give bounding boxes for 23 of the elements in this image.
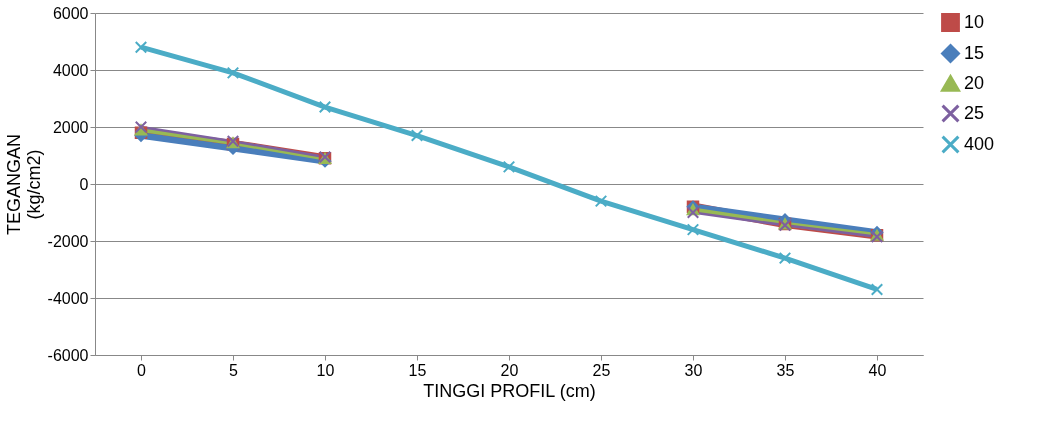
y-tick-label: 2000 (52, 118, 89, 136)
legend-label: 10 (964, 11, 985, 32)
legend-label: 25 (964, 102, 985, 123)
x-tick-label: 35 (776, 361, 795, 379)
legend-label: 400 (964, 133, 995, 154)
y-tick-label: -6000 (47, 346, 89, 364)
x-tick-label: 40 (868, 361, 887, 379)
legend-label: 15 (964, 42, 985, 63)
y-tick-label: 6000 (52, 4, 89, 22)
x-tick-label: 10 (316, 361, 335, 379)
y-tick-label: -4000 (47, 289, 89, 307)
x-tick-label: 15 (408, 361, 427, 379)
x-tick-label: 20 (500, 361, 519, 379)
legend-label: 20 (964, 72, 985, 93)
y-tick-label: 4000 (52, 61, 89, 79)
y-axis-title: TEGANGAN (kg/cm2) (3, 133, 44, 236)
x-tick-label: 30 (684, 361, 703, 379)
y-tick-label: 0 (79, 175, 89, 193)
x-tick-label: 0 (137, 361, 147, 379)
x-tick-label: 25 (592, 361, 611, 379)
x-axis-title: TINGGI PROFIL (cm) (423, 380, 596, 401)
y-tick-label: -2000 (47, 232, 89, 250)
x-tick-label: 5 (229, 361, 239, 379)
